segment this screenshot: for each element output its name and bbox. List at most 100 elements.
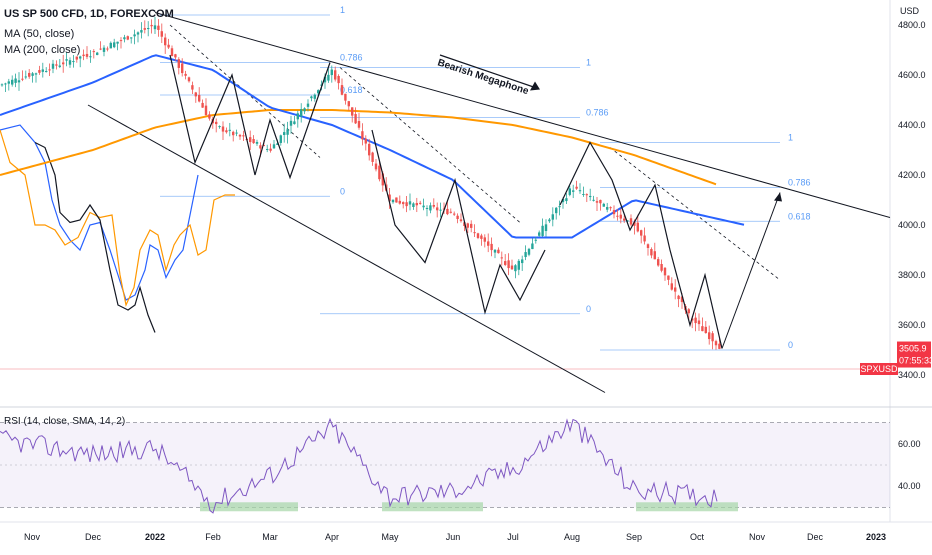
- candle-up: [425, 208, 429, 210]
- candle-up: [72, 61, 75, 63]
- candle-down: [232, 131, 235, 136]
- candle-up: [133, 34, 136, 37]
- last-price-value: 3505.9: [899, 344, 927, 354]
- symbol-badge: SPXUSD: [860, 363, 898, 375]
- candle-down: [449, 211, 452, 213]
- candle-down: [487, 241, 490, 246]
- candle-up: [7, 81, 10, 84]
- candle-down: [633, 221, 636, 226]
- candle-down: [201, 102, 204, 108]
- rsi-support-zone: [636, 502, 738, 512]
- candle-down: [262, 145, 265, 147]
- ma50-line-group: [0, 54, 745, 239]
- rsi-legend[interactable]: RSI (14, close, SMA, 14, 2): [4, 416, 126, 427]
- time-tick-label: Sep: [626, 532, 642, 542]
- candle-up: [130, 37, 133, 39]
- time-tick-label: May: [381, 532, 399, 542]
- price-tick-label: 4000.0: [898, 220, 926, 230]
- candle-down: [21, 78, 24, 80]
- candle-down: [38, 70, 41, 73]
- candle-down: [242, 135, 245, 137]
- candle-up: [96, 52, 99, 56]
- price-axis-unit: USD: [900, 6, 920, 16]
- fib-level-label-first: 0.786: [340, 53, 363, 63]
- candle-down: [456, 215, 459, 220]
- candle-down: [167, 44, 170, 48]
- pattern-zigzag: [559, 141, 723, 349]
- price-tick-label: 4200.0: [898, 170, 926, 180]
- candle-down: [653, 251, 656, 260]
- fib-level-label-first: 0.618: [340, 85, 363, 95]
- rsi-tick-label: 40.00: [898, 481, 921, 491]
- candle-down: [585, 194, 588, 196]
- candle-up: [531, 243, 534, 250]
- price-tick-label: 4400.0: [898, 120, 926, 130]
- candle-down: [667, 275, 670, 280]
- candle-down: [629, 218, 633, 225]
- candle-down: [249, 137, 252, 143]
- candle-up: [293, 121, 296, 125]
- time-tick-label: Dec: [85, 532, 102, 542]
- candle-up: [439, 209, 442, 211]
- candle-down: [374, 163, 378, 170]
- candle-up: [493, 249, 497, 253]
- candle-up: [572, 190, 575, 192]
- rsi-support-zone: [200, 502, 298, 512]
- rsi-line: [0, 417, 718, 514]
- candle-down: [174, 54, 177, 58]
- price-axis: USD 4800.0 4600.0 4400.0 4200.0 4000.0 3800.0 3…: [897, 6, 932, 380]
- countdown-timer: 07:55:33: [899, 356, 932, 366]
- fractal-blue-line: [0, 124, 199, 301]
- candle-up: [626, 220, 629, 222]
- candle-down: [269, 148, 272, 151]
- time-tick-label: 2022: [145, 532, 165, 542]
- candle-down: [198, 95, 201, 102]
- candle-down: [157, 25, 160, 30]
- candle-up: [31, 73, 34, 76]
- time-tick-label: Mar: [262, 532, 278, 542]
- candle-up: [255, 141, 259, 144]
- candle-down: [371, 152, 374, 162]
- candle-down: [181, 63, 184, 74]
- candle-up: [300, 109, 303, 117]
- candle-down: [415, 203, 418, 206]
- candle-up: [41, 69, 44, 72]
- candle-down: [507, 260, 510, 269]
- candle-down: [126, 36, 129, 40]
- candle-down: [476, 233, 480, 238]
- price-tick-label: 3800.0: [898, 270, 926, 280]
- candle-down: [575, 186, 578, 189]
- candle-down: [204, 105, 208, 116]
- candle-down: [650, 249, 653, 256]
- time-tick-label: Jul: [507, 532, 519, 542]
- candle-down: [708, 332, 711, 340]
- candle-up: [102, 47, 106, 52]
- megaphone-lower-line: [87, 104, 606, 393]
- candle-down: [215, 121, 218, 125]
- candle-up: [317, 90, 320, 94]
- candle-up: [4, 83, 7, 85]
- candle-up: [24, 76, 27, 78]
- candle-down: [711, 333, 714, 342]
- candle-down: [436, 207, 439, 211]
- candle-up: [408, 201, 412, 205]
- pattern-zigzag: [371, 129, 546, 315]
- candle-up: [58, 65, 61, 67]
- ma200-legend[interactable]: MA (200, close): [4, 44, 81, 56]
- candle-down: [187, 77, 191, 82]
- ma50-legend[interactable]: MA (50, close): [4, 28, 75, 40]
- candle-down: [194, 92, 197, 97]
- candle-up: [429, 205, 432, 211]
- candle-up: [565, 198, 568, 202]
- candle-down: [694, 317, 697, 324]
- candle-down: [402, 202, 405, 205]
- candle-down: [687, 309, 690, 314]
- candle-down: [361, 131, 364, 140]
- candle-up: [310, 96, 313, 99]
- candle-down: [28, 72, 31, 77]
- candle-down: [191, 85, 194, 90]
- candle-down: [616, 215, 619, 217]
- candle-up: [136, 32, 140, 35]
